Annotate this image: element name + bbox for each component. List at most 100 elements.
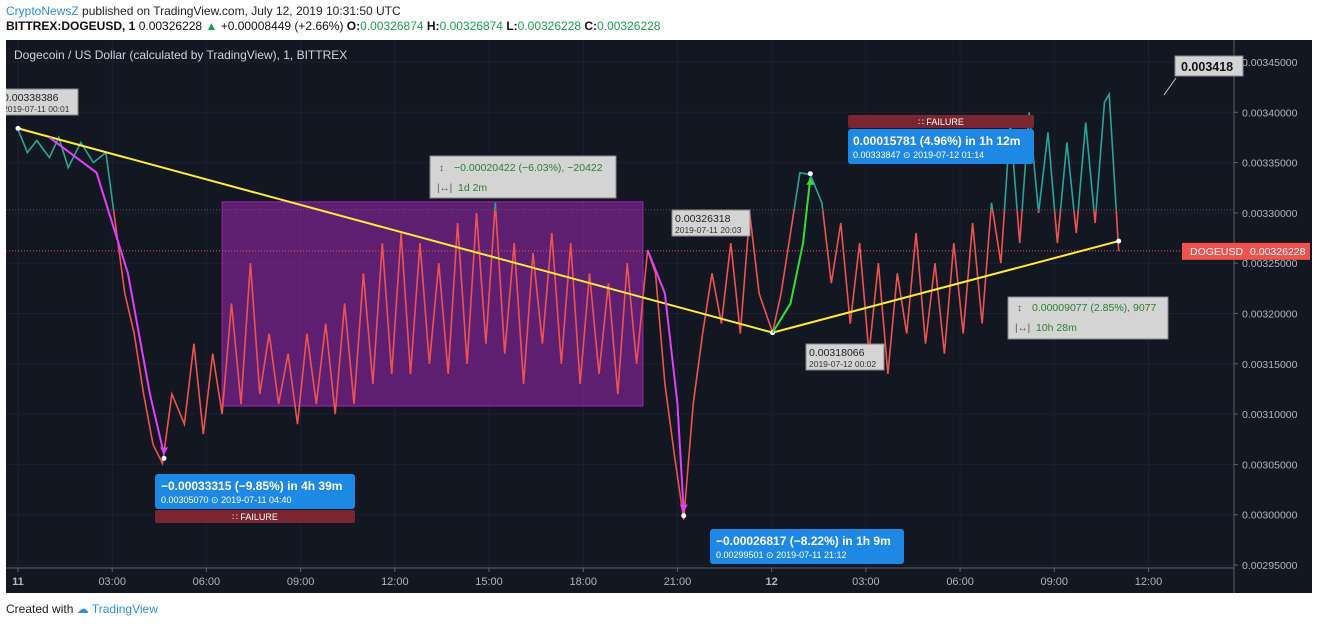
x-tick-label: 09:00 [287, 576, 315, 588]
y-tick-label: 0.00315000 [1242, 359, 1298, 371]
low-value: 0.00326228 [517, 19, 582, 33]
chart-title: Dogecoin / US Dollar (calculated by Trad… [14, 48, 347, 62]
trade-label-first[interactable]: −0.00033315 (−9.85%) in 4h 39m 0.0030507… [155, 474, 355, 523]
price-line-below [112, 209, 1120, 520]
trade-result: 0.00015781 (4.96%) in 1h 12m [853, 134, 1020, 148]
forecast-path[interactable] [48, 136, 165, 455]
trade-result: −0.00033315 (−9.85%) in 4h 39m [161, 479, 342, 493]
marker-price: 0.00318066 [809, 347, 865, 359]
marker-time: 2019-07-11 20:03 [675, 225, 742, 235]
open-value: 0.00326874 [360, 19, 424, 33]
close-label: C: [584, 19, 598, 33]
forecast-arrowhead [679, 504, 688, 512]
y-tick-label: 0.00300000 [1242, 510, 1298, 522]
author-link[interactable]: CryptoNewsZ [6, 4, 79, 18]
measure-duration: 10h 28m [1036, 322, 1077, 334]
x-tick-label: 09:00 [1041, 576, 1069, 588]
forecast-endpoint[interactable] [807, 171, 813, 177]
measure-value: 0.00009077 (2.85%), 9077 [1032, 302, 1157, 314]
marker-price: 0.00326318 [675, 213, 731, 225]
failure-badge: ∷ FAILURE [232, 512, 278, 522]
x-tick-label: 06:00 [193, 576, 221, 588]
ticker-label: DOGEUSD [1190, 246, 1244, 258]
up-arrow-icon: ▲ [205, 19, 218, 33]
price-axis[interactable]: 0.00345000 0.00340000 0.00335000 0.00330000… [1233, 40, 1298, 593]
failure-badge: ∷ FAILURE [918, 117, 964, 127]
forecast-path[interactable] [646, 249, 685, 512]
x-tick-label: 03:00 [852, 576, 880, 588]
last-price: 0.00326228 [138, 19, 203, 33]
measure-box-rise[interactable]: ↕ 0.00009077 (2.85%), 9077 |↔| 10h 28m [1007, 296, 1169, 340]
x-tick-label: 18:00 [569, 576, 597, 588]
open-label: O: [346, 19, 361, 33]
low-label: L: [506, 19, 518, 33]
chart-area[interactable]: 0.00345000 0.00340000 0.00335000 0.00330000… [0, 40, 1312, 593]
forecast-arrowhead [160, 447, 169, 455]
price-chart[interactable]: 0.00345000 0.00340000 0.00335000 0.00330000… [0, 40, 1312, 593]
forecast-endpoint[interactable] [161, 455, 167, 461]
price-marker-start[interactable]: 0.00338386 2019-07-11 00:01 [0, 88, 79, 116]
tradingview-link[interactable]: TradingView [91, 602, 158, 616]
y-tick-label: 0.00345000 [1242, 57, 1298, 69]
high-callout[interactable]: 0.003418 [1163, 55, 1244, 96]
trade-label-third[interactable]: ∷ FAILURE 0.00015781 (4.96%) in 1h 12m 0… [848, 115, 1034, 164]
close-value: 0.00326228 [597, 19, 661, 33]
duration-icon: |↔| [437, 183, 452, 194]
x-tick-label: 12:00 [381, 576, 409, 588]
symbol-label: BITTREX:DOGEUSD, 1 [6, 19, 136, 33]
y-tick-label: 0.00305000 [1242, 459, 1298, 471]
x-tick-label: 21:00 [664, 576, 692, 588]
publish-line: CryptoNewsZ published on TradingView.com… [6, 4, 401, 18]
current-price: 0.00326228 [1250, 246, 1306, 258]
y-tick-label: 0.00310000 [1242, 409, 1298, 421]
trade-detail: 0.00333847 ⊙ 2019-07-12 01:14 [853, 150, 984, 160]
tradingview-logo-icon: ☁ [76, 602, 89, 616]
y-tick-label: 0.00330000 [1242, 208, 1298, 220]
date-range-box[interactable] [221, 201, 644, 407]
high-value: 0.003418 [1181, 60, 1233, 74]
x-tick-label: 15:00 [475, 576, 503, 588]
marker-time: 2019-07-11 00:01 [6, 104, 70, 114]
trade-detail: 0.00299501 ⊙ 2019-07-11 21:12 [716, 550, 846, 560]
x-tick-label: 12:00 [1135, 576, 1163, 588]
measure-icon: ↕ [1017, 303, 1022, 314]
current-price-tag[interactable]: DOGEUSD 0.00326228 [1182, 242, 1310, 260]
price-marker-low[interactable]: 0.00318066 2019-07-12 00:02 [805, 343, 885, 371]
measure-value: −0.00020422 (−6.03%), −20422 [454, 162, 603, 174]
forecast-endpoint[interactable] [681, 513, 687, 519]
marker-time: 2019-07-12 00:02 [809, 359, 876, 369]
x-tick-label: 03:00 [98, 576, 126, 588]
y-tick-label: 0.00340000 [1242, 107, 1298, 119]
measure-duration: 1d 2m [458, 182, 487, 194]
y-tick-label: 0.00335000 [1242, 158, 1298, 170]
y-tick-label: 0.00325000 [1242, 258, 1298, 270]
high-label: H: [426, 19, 440, 33]
trade-result: −0.00026817 (−8.22%) in 1h 9m [716, 534, 891, 548]
trend-anchor[interactable] [1116, 238, 1122, 244]
duration-icon: |↔| [1015, 323, 1030, 334]
x-tick-label: 11 [12, 576, 24, 588]
x-tick-label: 06:00 [946, 576, 974, 588]
measure-box-range[interactable]: ↕ −0.00020422 (−6.03%), −20422 |↔| 1d 2m [429, 155, 617, 199]
publish-info: published on TradingView.com, July 12, 2… [82, 4, 401, 18]
created-with: Created with [6, 602, 74, 616]
marker-price: 0.00338386 [6, 92, 59, 104]
measure-icon: ↕ [439, 163, 444, 174]
trend-line[interactable] [772, 240, 1119, 334]
footer: Created with ☁ TradingView [6, 602, 158, 616]
price-change: +0.00008449 (+2.66%) [220, 19, 344, 33]
trade-label-second[interactable]: −0.00026817 (−8.22%) in 1h 9m 0.00299501… [710, 529, 904, 564]
price-marker-mid[interactable]: 0.00326318 2019-07-11 20:03 [671, 209, 751, 237]
ohlc-bar: BITTREX:DOGEUSD, 1 0.00326228 ▲ +0.00008… [6, 19, 660, 33]
trend-line[interactable] [17, 127, 773, 334]
forecast-path[interactable] [771, 177, 812, 334]
forecast-arrowhead [806, 177, 815, 185]
trade-detail: 0.00305070 ⊙ 2019-07-11 04:40 [161, 495, 291, 505]
forecast-paths[interactable] [48, 136, 815, 519]
high-value: 0.00326874 [439, 19, 503, 33]
time-axis[interactable]: 11 03:00 06:00 09:00 12:00 15:00 18:00 21:00 12 0… [6, 567, 1234, 588]
y-tick-label: 0.00295000 [1242, 560, 1298, 572]
y-tick-label: 0.00320000 [1242, 309, 1298, 321]
x-tick-label: 12 [766, 576, 778, 588]
trend-anchor[interactable] [15, 125, 21, 131]
